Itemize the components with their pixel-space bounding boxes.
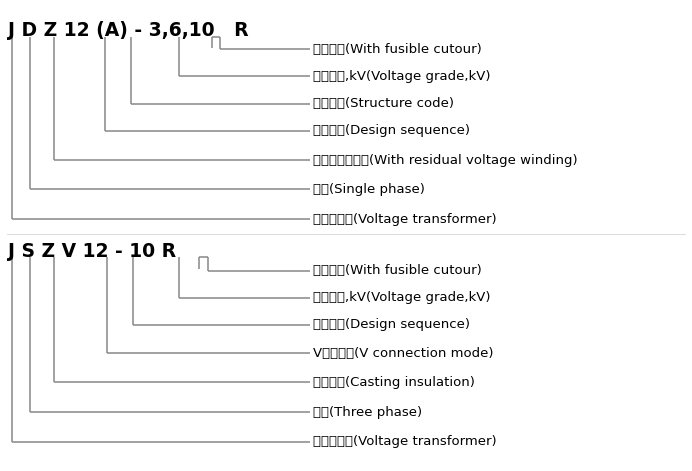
Text: 带剖余电压绕组(With residual voltage winding): 带剖余电压绕组(With residual voltage winding)	[313, 154, 578, 167]
Text: 结构代号(Structure code): 结构代号(Structure code)	[313, 97, 455, 110]
Text: 带熔断器(With fusible cutour): 带熔断器(With fusible cutour)	[313, 264, 482, 277]
Text: 电压互感器(Voltage transformer): 电压互感器(Voltage transformer)	[313, 435, 497, 448]
Text: J S Z V 12 - 10 R: J S Z V 12 - 10 R	[8, 242, 176, 260]
Text: 单相(Single phase): 单相(Single phase)	[313, 183, 426, 196]
Text: 三相(Three phase): 三相(Three phase)	[313, 406, 423, 419]
Text: 设计序号(Design sequence): 设计序号(Design sequence)	[313, 124, 471, 138]
Text: J D Z 12 (A) - 3,6,10   R: J D Z 12 (A) - 3,6,10 R	[8, 21, 249, 40]
Text: V接线方式(V connection mode): V接线方式(V connection mode)	[313, 347, 494, 360]
Text: 设计序号(Design sequence): 设计序号(Design sequence)	[313, 318, 471, 332]
Text: 电压互感器(Voltage transformer): 电压互感器(Voltage transformer)	[313, 212, 497, 226]
Text: 浇注绶缘(Casting insulation): 浇注绶缘(Casting insulation)	[313, 376, 475, 389]
Text: 电压等级,kV(Voltage grade,kV): 电压等级,kV(Voltage grade,kV)	[313, 291, 491, 304]
Text: 电压等级,kV(Voltage grade,kV): 电压等级,kV(Voltage grade,kV)	[313, 70, 491, 83]
Text: 带熔断器(With fusible cutour): 带熔断器(With fusible cutour)	[313, 43, 482, 56]
